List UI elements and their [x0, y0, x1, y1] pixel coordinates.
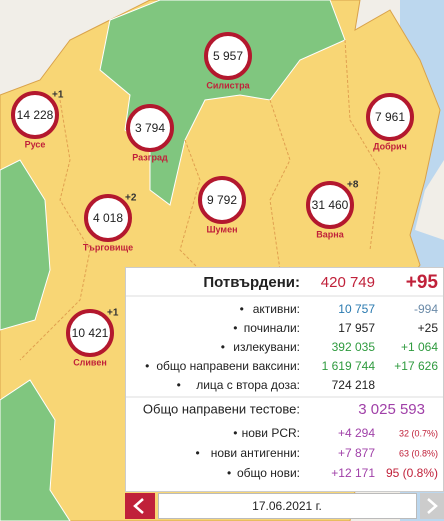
row-value: 10 757 [338, 302, 375, 316]
test-positive: 32 (0.7%) [399, 428, 438, 438]
test-value: +7 877 [338, 446, 375, 460]
row-bullet: • [196, 446, 200, 460]
row-bullet: • [233, 426, 237, 440]
region-value: 4 018 [93, 211, 123, 225]
region-value: 31 460 [312, 198, 349, 212]
green-region [0, 379, 71, 521]
region-marker [11, 91, 59, 139]
region-change: +1 [107, 308, 119, 319]
date: 17.06.2021 г. [252, 499, 322, 513]
region-marker [126, 104, 174, 152]
row-label: починали: [244, 321, 300, 335]
region-value: 5 957 [213, 49, 243, 63]
region-marker [198, 176, 246, 224]
test-value: +12 171 [331, 466, 375, 480]
row-value: 1 619 744 [322, 359, 376, 373]
test-positive: 63 (0.8%) [399, 448, 438, 458]
test-label: общо нови: [237, 466, 300, 480]
row-change: +25 [418, 321, 439, 335]
row-change: -994 [414, 302, 438, 316]
date-box[interactable] [158, 493, 417, 519]
row-value: 392 035 [332, 340, 376, 354]
row-change: +1 064 [401, 340, 438, 354]
prev-icon [133, 498, 144, 514]
region-change: +1 [52, 90, 64, 101]
region-change: +2 [125, 193, 137, 204]
region-value: 3 794 [135, 121, 165, 135]
panel-box [125, 267, 444, 492]
region-marker [84, 194, 132, 242]
row-bullet: • [177, 378, 181, 392]
tests-value: 3 025 593 [358, 401, 425, 418]
region-value: 7 961 [375, 110, 405, 124]
confirmed-value: 420 749 [321, 274, 375, 291]
row-bullet: • [227, 466, 231, 480]
row-label: излекувани: [233, 340, 300, 354]
region-value: 14 228 [17, 108, 54, 122]
region-name: Сливен [73, 357, 107, 367]
next-button[interactable] [420, 493, 444, 519]
date-bar: 17.06.2021 г. [125, 493, 444, 519]
region-marker [204, 32, 252, 80]
row-label: общо направени ваксини: [156, 359, 300, 373]
confirmed-label: Потвърдени: [203, 274, 300, 291]
region-marker [66, 309, 114, 357]
row-change: +17 626 [394, 359, 438, 373]
prev-button[interactable] [125, 493, 155, 519]
row-bullet: • [145, 359, 149, 373]
row-bullet: • [233, 321, 237, 335]
region-change: +8 [347, 180, 359, 191]
green-region [99, 0, 346, 206]
region-name: Разград [132, 152, 168, 162]
row-bullet: • [240, 302, 244, 316]
row-label: активни: [253, 302, 300, 316]
region-marker [366, 93, 414, 141]
region-name: Шумен [206, 224, 237, 234]
green-region [0, 159, 51, 331]
row-value: 17 957 [338, 321, 375, 335]
regions: 14 228 Русе +1 5 957 Силистра 3 794 Разград 7 9… [11, 32, 414, 367]
test-label: нови антигенни: [211, 446, 300, 460]
region-name: Варна [316, 229, 344, 239]
confirmed-change: +95 [406, 272, 439, 293]
test-value: +4 294 [338, 426, 375, 440]
region-value: 9 792 [207, 193, 237, 207]
tests-label: Общо направени тестове: [143, 401, 300, 416]
test-positive: 95 (0.8%) [386, 466, 438, 480]
region-name: Силистра [206, 80, 250, 90]
test-label: нови PCR: [242, 426, 300, 440]
row-label: лица с втора доза: [196, 378, 300, 392]
row-bullet: • [221, 340, 225, 354]
region-marker [306, 181, 354, 229]
region-name: Добрич [373, 141, 407, 151]
next-icon [427, 498, 438, 514]
region-name: Русе [25, 139, 46, 149]
row-value: 724 218 [332, 378, 376, 392]
region-name: Търговище [83, 242, 133, 252]
summary-panel: Потвърдени: 420 749 +95 Общо направени т… [125, 267, 444, 492]
borders [19, 39, 381, 361]
region-value: 10 421 [72, 326, 109, 340]
